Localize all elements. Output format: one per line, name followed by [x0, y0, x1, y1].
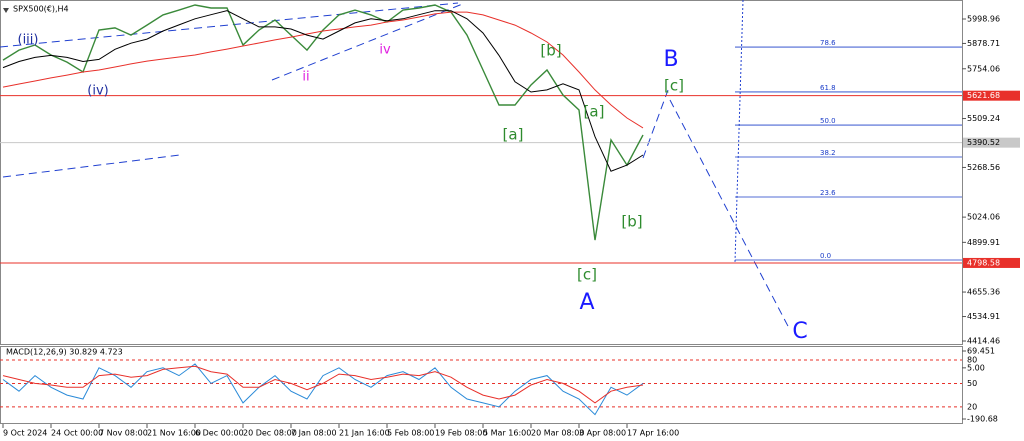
y-tick-label: 4414.46 [967, 337, 1000, 346]
price-label-box [963, 257, 1020, 268]
x-tick-label: 19 Feb 08:00 [435, 429, 487, 438]
wave-label: ii [302, 70, 309, 85]
series-line [2, 363, 644, 416]
macd-panel-frame [0, 346, 963, 424]
price-label: 5621.68 [967, 91, 1000, 100]
x-tick-label: 7 Nov 08:00 [99, 429, 148, 438]
trend-line [271, 2, 466, 81]
wave-label: (iii) [18, 33, 39, 48]
wave-label: [c] [664, 77, 684, 95]
trend-line [2, 154, 181, 178]
x-tick-label: 17 Apr 16:00 [627, 429, 679, 438]
y-tick-label: 20 [967, 402, 977, 411]
y-tick-label: 5878.71 [967, 39, 1000, 48]
y-tick-label: 5268.56 [967, 163, 1000, 172]
wave-label: [a] [584, 103, 605, 121]
y-tick-label: 5509.24 [967, 114, 1000, 123]
wave-label: (iv) [87, 84, 108, 99]
fib-label: 50.0 [820, 117, 836, 125]
series-line [2, 365, 644, 404]
x-tick-label: 20 Dec 08:00 [243, 429, 297, 438]
price-label-box [963, 90, 1020, 101]
y2-tick-label: 69.451 [967, 347, 995, 356]
series-line [2, 10, 644, 172]
wave-label: [c] [577, 266, 597, 284]
y-tick-label: 80 [967, 356, 977, 365]
projection-line [669, 99, 791, 331]
series-line [2, 11, 644, 129]
x-tick-label: 21 Nov 16:00 [147, 429, 201, 438]
x-tick-label: 9 Oct 2024 [3, 429, 47, 438]
drawings [0, 0, 791, 331]
y-tick-label: 50 [967, 379, 977, 388]
wave-label: iv [379, 43, 391, 58]
chart-title: SPX500(€),H4 [13, 5, 69, 14]
fib-label: 78.6 [820, 39, 836, 47]
price-label: 5390.52 [967, 138, 1000, 147]
y-tick-label: 4899.91 [967, 238, 1000, 247]
macd-title: MACD(12,26,9) 30.829 4.723 [6, 348, 123, 357]
fib-label: 23.6 [820, 189, 836, 197]
y-tick-label: 5754.06 [967, 64, 1000, 73]
x-tick-label: 21 Jan 16:00 [339, 429, 390, 438]
wave-label: [a] [503, 126, 524, 144]
title-icon [3, 8, 9, 13]
price-label-box [963, 137, 1020, 148]
wave-label: B [663, 47, 678, 72]
fib-label: 61.8 [820, 84, 836, 92]
fib-label: 38.2 [820, 149, 836, 157]
x-tick-label: 24 Oct 00:00 [51, 429, 103, 438]
x-tick-label: 5 Mar 16:00 [483, 429, 531, 438]
y-tick-label: 5998.96 [967, 15, 1000, 24]
series-line [2, 4, 644, 241]
wave-label: C [792, 319, 807, 344]
y2-tick-label: 5.00 [967, 363, 985, 372]
price-label: 4798.58 [967, 258, 1000, 267]
fib-label: 0.0 [820, 252, 831, 260]
x-tick-label: 20 Mar 08:00 [531, 429, 584, 438]
trend-line [0, 2, 459, 48]
wave-label: A [579, 290, 594, 315]
main-panel-frame [0, 0, 963, 345]
y2-tick-label: -190.68 [967, 414, 998, 423]
x-tick-label: 5 Feb 08:00 [387, 429, 434, 438]
wave-label: [b] [540, 42, 561, 60]
wave-label: [b] [621, 213, 642, 231]
y-tick-label: 4655.36 [967, 288, 1000, 297]
y-tick-label: 5024.06 [967, 213, 1000, 222]
x-tick-label: 7 Jan 08:00 [291, 429, 337, 438]
x-tick-label: 6 Dec 00:00 [195, 429, 244, 438]
x-tick-label: 3 Apr 08:00 [579, 429, 626, 438]
y-tick-label: 4534.91 [967, 312, 1000, 321]
